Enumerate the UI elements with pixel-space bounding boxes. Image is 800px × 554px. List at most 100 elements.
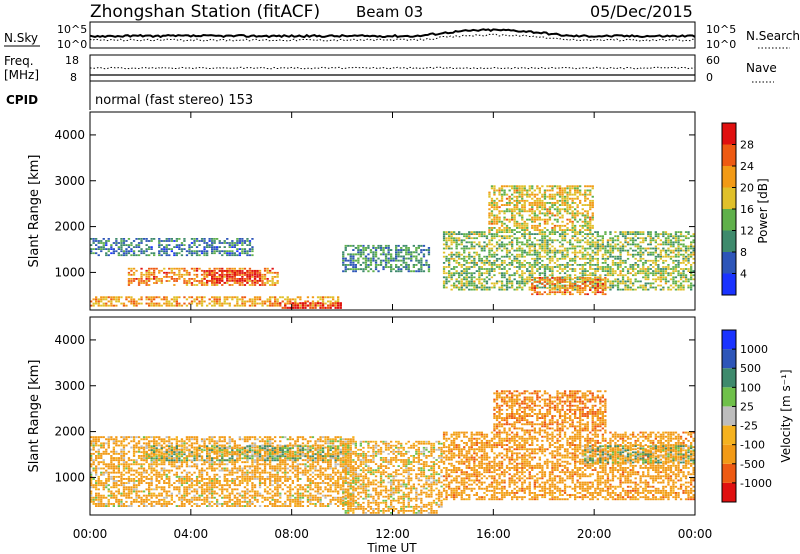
heatmap-cell [246,240,249,242]
heatmap-cell [369,268,373,271]
heatmap-cell [170,484,173,487]
heatmap-cell [518,214,521,217]
heatmap-cell [120,442,123,445]
heatmap-cell [576,281,579,283]
heatmap-cell [233,282,236,284]
heatmap-cell [203,248,206,250]
heatmap-cell [511,259,514,262]
heatmap-cell [493,214,496,217]
heatmap-cell [460,264,463,266]
heatmap-cell [488,195,491,198]
heatmap-cell [137,442,141,445]
heatmap-cell [687,286,690,289]
heatmap-cell [135,304,138,307]
heatmap-cell [422,249,426,251]
heatmap-cell [274,276,277,278]
heatmap-cell [367,264,370,266]
heatmap-cell [132,450,136,453]
heatmap-cell [387,261,390,264]
heatmap-cell [551,288,554,291]
heatmap-cell [269,271,272,274]
heatmap-cell [543,218,547,221]
heatmap-cell [571,235,574,238]
heatmap-cell [637,231,640,233]
heatmap-cell [112,457,115,459]
heatmap-cell [137,278,141,280]
heatmap-cell [286,306,289,309]
heatmap-cell [122,448,126,451]
heatmap-cell [195,302,199,305]
heatmap-cell [604,262,607,264]
heatmap-cell [102,296,105,299]
heatmap-cell [591,272,594,275]
heatmap-cell [579,241,582,244]
heatmap-cell [548,202,552,204]
heatmap-cell [223,300,226,303]
heatmap-cell [548,243,552,246]
heatmap-cell [619,259,622,262]
heatmap-cell [523,237,526,240]
heatmap-cell [392,259,395,262]
heatmap-cell [551,229,554,231]
heatmap-cell [445,239,448,242]
heatmap-cell [599,239,602,242]
heatmap-cell [140,500,143,503]
heatmap-cell [538,187,541,190]
heatmap-cell [185,498,189,501]
nsky-right-tick-top: 10^5 [706,23,736,36]
heatmap-cell [140,278,143,280]
heatmap-cell [604,289,607,291]
heatmap-cell [551,222,554,225]
heatmap-cell [357,257,360,260]
heatmap-cell [505,229,509,231]
heatmap-cell [490,214,494,217]
heatmap-cell [155,488,158,491]
heatmap-cell [541,286,544,289]
heatmap-cell [248,254,252,257]
heatmap-cell [551,291,554,294]
heatmap-cell [407,257,410,260]
heatmap-cell [589,268,592,270]
heatmap-cell [221,250,224,253]
heatmap-cell [405,261,408,264]
heatmap-cell [175,457,178,459]
heatmap-cell [609,249,612,252]
heatmap-cell [634,231,637,233]
heatmap-cell [382,247,385,249]
heatmap-cell [130,492,133,495]
heatmap-cell [102,302,105,305]
heatmap-cell [148,246,151,248]
heatmap-cell [173,446,176,449]
heatmap-cell [135,471,138,474]
heatmap-cell [485,286,489,289]
heatmap-cell [563,231,567,233]
heatmap-cell [677,272,680,275]
heatmap-cell [488,288,491,291]
heatmap-cell [500,249,504,252]
heatmap-cell [251,254,254,257]
heatmap-cell [92,302,95,305]
heatmap-cell [448,257,451,260]
heatmap-cell [211,281,214,284]
heatmap-cell [690,243,693,246]
heatmap-cell [500,195,504,198]
heatmap-cell [531,274,534,277]
heatmap-cell [405,268,408,271]
heatmap-cell [589,243,592,246]
heatmap-cell [687,245,690,248]
heatmap-cell [397,244,400,247]
heatmap-cell [263,269,267,272]
heatmap-cell [649,237,652,240]
heatmap-cell [536,227,539,229]
heatmap-cell [624,249,627,252]
heatmap-cell [90,494,93,497]
heatmap-cell [483,245,486,248]
heatmap-cell [238,267,241,270]
heatmap-cell [213,280,216,282]
heatmap-cell [173,271,176,274]
heatmap-cell [584,189,587,192]
heatmap-cell [100,461,103,464]
heatmap-cell [122,302,126,305]
heatmap-cell [473,266,476,268]
heatmap-cell [347,264,350,266]
